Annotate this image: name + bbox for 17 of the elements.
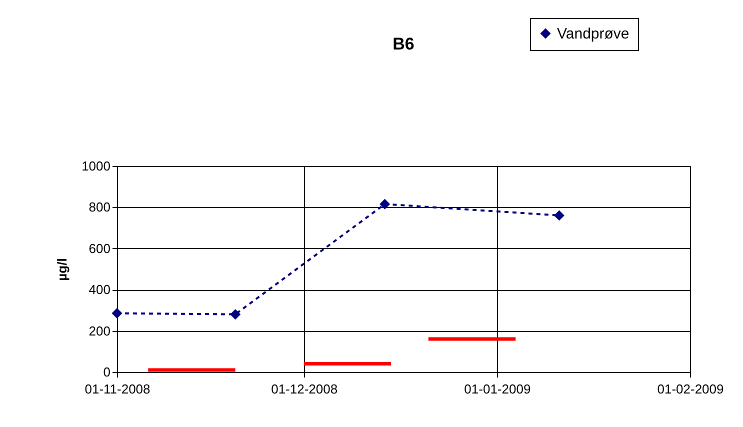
point bbox=[230, 309, 241, 320]
y-tick-label: 400 bbox=[88, 282, 110, 298]
x-tick-label: 01-01-2009 bbox=[464, 382, 531, 396]
x-tick-label: 01-02-2009 bbox=[657, 382, 724, 396]
point bbox=[112, 308, 122, 319]
y-tick-label: 0 bbox=[103, 364, 110, 380]
y-tick-label: 200 bbox=[88, 323, 110, 338]
y-tick-label: 600 bbox=[88, 240, 110, 256]
y-tick-label: 1000 bbox=[82, 158, 110, 174]
chart-title: B6 bbox=[392, 34, 414, 54]
x-tick-label: 01-11-2008 bbox=[84, 382, 150, 396]
point bbox=[380, 198, 390, 210]
x-tick-label: 01-12-2008 bbox=[271, 382, 338, 396]
point bbox=[554, 210, 564, 221]
y-tick-label: 800 bbox=[88, 200, 110, 215]
legend-label: Vandprøve bbox=[557, 26, 630, 42]
y-axis-title: µg/l bbox=[54, 258, 70, 281]
